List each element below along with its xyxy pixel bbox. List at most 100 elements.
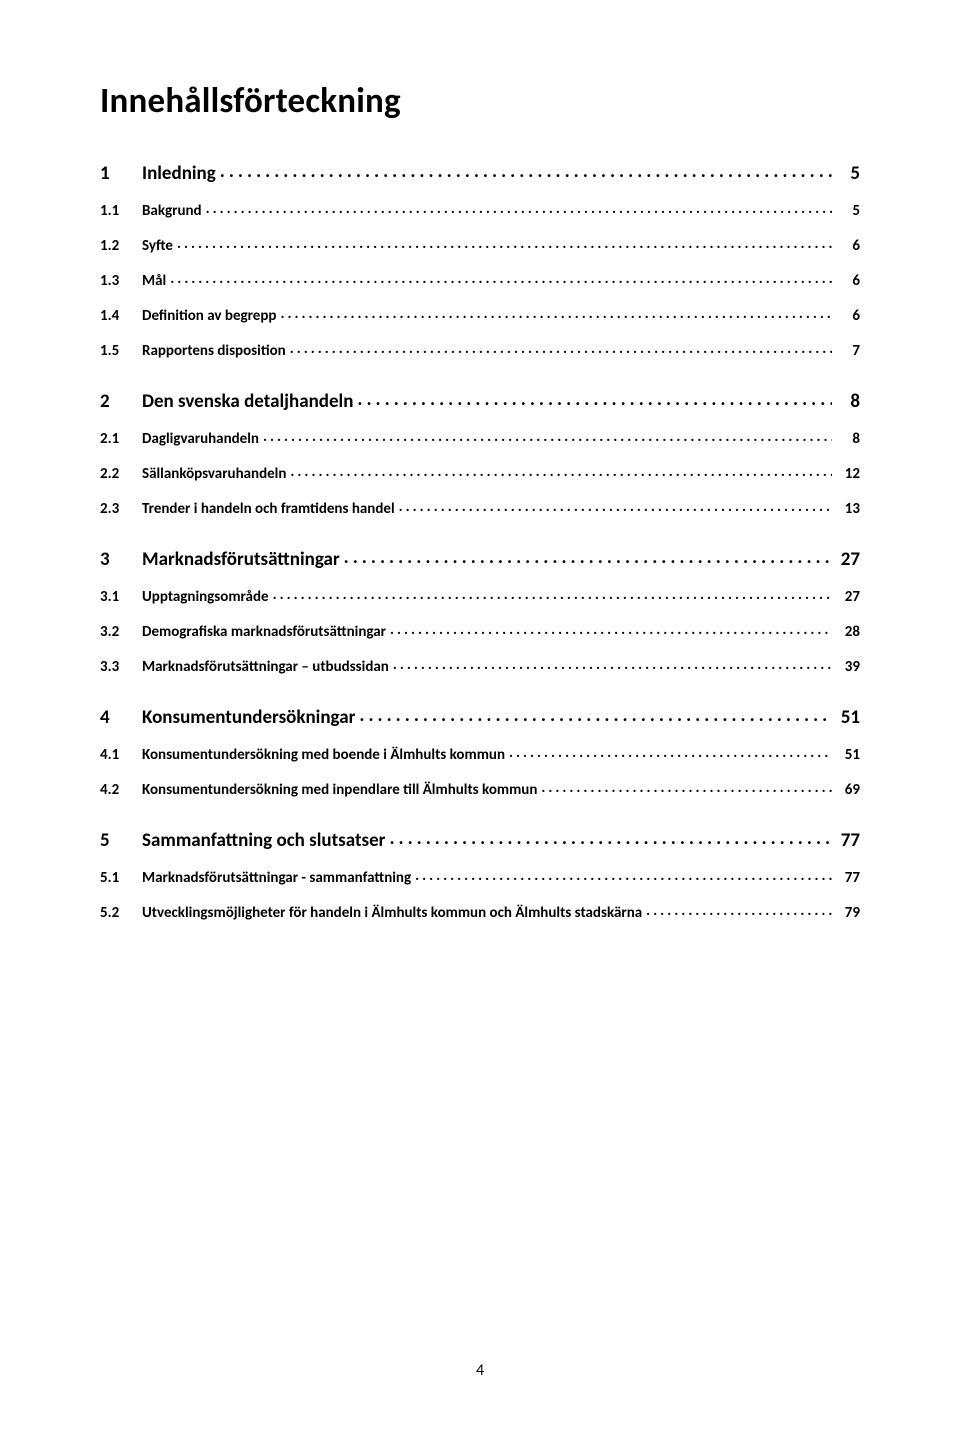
toc-entry-page: 27 [832, 548, 860, 571]
toc-leader-dots [541, 779, 832, 794]
toc-entry: 4.1Konsumentundersökning med boende i Äl… [100, 744, 860, 764]
toc-entry-number: 4.1 [100, 746, 142, 764]
toc-entry-label: Rapportens disposition [142, 342, 290, 360]
toc-entry-number: 1.1 [100, 202, 142, 220]
document-page: Innehållsförteckning 1Inledning 51.1Bakg… [0, 0, 960, 1444]
toc-entry-number: 3.1 [100, 588, 142, 606]
toc-entry: 2.3Trender i handeln och framtidens hand… [100, 498, 860, 518]
toc-entry: 1.1Bakgrund 5 [100, 200, 860, 220]
toc-entry-label: Demografiska marknadsförutsättningar [142, 623, 390, 641]
toc-entry: 1.3Mål 6 [100, 270, 860, 290]
toc-entry: 1Inledning 5 [100, 160, 860, 185]
toc-entry: 3.1Upptagningsområde 27 [100, 586, 860, 606]
toc-entry-page: 28 [832, 623, 860, 641]
toc-entry-number: 3.3 [100, 658, 142, 676]
toc-leader-dots [206, 200, 832, 215]
toc-leader-dots [290, 340, 832, 355]
toc-leader-dots [393, 656, 832, 671]
toc-entry: 1.4Definition av begrepp 6 [100, 305, 860, 325]
toc-entry-page: 5 [832, 202, 860, 220]
toc-entry-number: 3 [100, 548, 142, 571]
toc-entry-label: Konsumentundersökning med boende i Älmhu… [142, 746, 509, 764]
toc-entry-number: 2.2 [100, 465, 142, 483]
toc-entry-number: 1 [100, 162, 142, 185]
toc-entry-number: 1.5 [100, 342, 142, 360]
toc-entry: 2.2Sällanköpsvaruhandeln 12 [100, 463, 860, 483]
toc-entry-page: 79 [832, 904, 860, 922]
toc-entry-label: Bakgrund [142, 202, 206, 220]
toc-leader-dots [273, 586, 832, 601]
toc-entry: 1.2Syfte 6 [100, 235, 860, 255]
toc-entry-number: 5.1 [100, 869, 142, 887]
toc-entry-label: Marknadsförutsättningar - sammanfattning [142, 869, 415, 887]
toc-leader-dots [344, 546, 832, 565]
toc-entry-page: 27 [832, 588, 860, 606]
toc-entry: 1.5Rapportens disposition 7 [100, 340, 860, 360]
toc-entry-label: Inledning [142, 162, 220, 185]
toc-leader-dots [399, 498, 832, 513]
toc-entry-page: 6 [832, 237, 860, 255]
toc-entry-label: Den svenska detaljhandeln [142, 390, 357, 413]
toc-entry-number: 4 [100, 706, 142, 729]
toc-entry-number: 4.2 [100, 781, 142, 799]
toc-entry-page: 39 [832, 658, 860, 676]
toc-entry-label: Konsumentundersökning med inpendlare til… [142, 781, 541, 799]
toc-entry-page: 7 [832, 342, 860, 360]
toc-entry: 3.3Marknadsförutsättningar – utbudssidan… [100, 656, 860, 676]
toc-entry-page: 6 [832, 307, 860, 325]
toc-leader-dots [415, 867, 832, 882]
toc-leader-dots [263, 428, 832, 443]
toc-list: 1Inledning 51.1Bakgrund 51.2Syfte 61.3Må… [100, 160, 860, 922]
toc-entry: 3.2Demografiska marknadsförutsättningar … [100, 621, 860, 641]
toc-leader-dots [390, 621, 832, 636]
toc-entry: 2.1Dagligvaruhandeln 8 [100, 428, 860, 448]
toc-entry-page: 51 [832, 706, 860, 729]
toc-entry-label: Dagligvaruhandeln [142, 430, 263, 448]
toc-entry-label: Marknadsförutsättningar [142, 548, 344, 571]
toc-entry: 3Marknadsförutsättningar 27 [100, 546, 860, 571]
toc-entry-number: 2 [100, 390, 142, 413]
toc-entry-label: Konsumentundersökningar [142, 706, 359, 729]
toc-entry-label: Mål [142, 272, 170, 290]
toc-leader-dots [170, 270, 832, 285]
toc-entry-number: 5.2 [100, 904, 142, 922]
toc-entry-number: 1.4 [100, 307, 142, 325]
toc-entry-page: 69 [832, 781, 860, 799]
toc-leader-dots [177, 235, 832, 250]
toc-entry-page: 8 [832, 430, 860, 448]
toc-entry-page: 51 [832, 746, 860, 764]
toc-entry-number: 3.2 [100, 623, 142, 641]
toc-entry-label: Upptagningsområde [142, 588, 273, 606]
toc-entry: 4.2Konsumentundersökning med inpendlare … [100, 779, 860, 799]
toc-entry-page: 12 [832, 465, 860, 483]
toc-entry-number: 1.3 [100, 272, 142, 290]
toc-entry-label: Sammanfattning och slutsatser [142, 829, 389, 852]
toc-leader-dots [389, 827, 832, 846]
toc-entry-label: Trender i handeln och framtidens handel [142, 500, 399, 518]
toc-entry-page: 77 [832, 869, 860, 887]
toc-leader-dots [509, 744, 832, 759]
toc-entry-page: 77 [832, 829, 860, 852]
toc-leader-dots [280, 305, 832, 320]
toc-entry: 5.1Marknadsförutsättningar - sammanfattn… [100, 867, 860, 887]
toc-leader-dots [290, 463, 832, 478]
toc-entry-number: 5 [100, 829, 142, 852]
toc-leader-dots [220, 160, 832, 179]
page-number: 4 [0, 1361, 960, 1380]
toc-entry-number: 1.2 [100, 237, 142, 255]
toc-entry: 5Sammanfattning och slutsatser 77 [100, 827, 860, 852]
toc-entry-label: Utvecklingsmöjligheter för handeln i Älm… [142, 904, 646, 922]
toc-entry-number: 2.1 [100, 430, 142, 448]
toc-entry: 2Den svenska detaljhandeln 8 [100, 388, 860, 413]
toc-entry-label: Sällanköpsvaruhandeln [142, 465, 290, 483]
toc-entry: 5.2Utvecklingsmöjligheter för handeln i … [100, 902, 860, 922]
toc-entry-page: 5 [832, 162, 860, 185]
toc-entry-label: Marknadsförutsättningar – utbudssidan [142, 658, 393, 676]
toc-entry-page: 13 [832, 500, 860, 518]
toc-title: Innehållsförteckning [100, 80, 860, 122]
toc-entry-page: 8 [832, 390, 860, 413]
toc-leader-dots [646, 902, 832, 917]
toc-entry-label: Definition av begrepp [142, 307, 280, 325]
toc-entry-label: Syfte [142, 237, 177, 255]
toc-leader-dots [357, 388, 832, 407]
